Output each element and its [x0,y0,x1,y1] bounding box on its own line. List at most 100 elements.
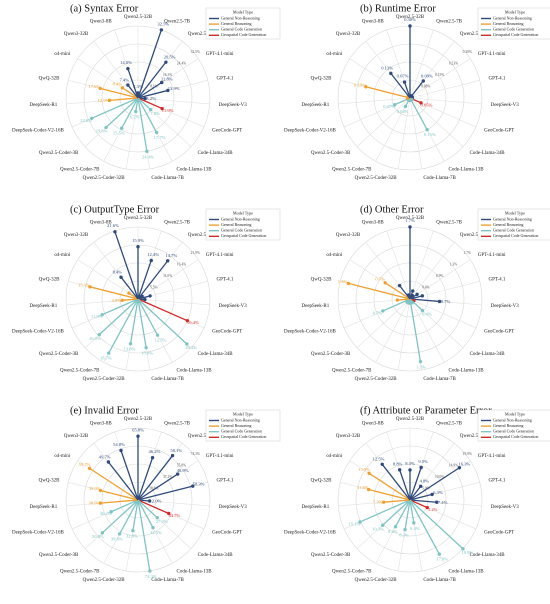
category-label: GPT-4.1 [217,478,234,483]
data-spoke [137,298,188,322]
category-label: GeoCode-GPT [212,330,242,335]
data-label: 32.5% [157,21,169,26]
data-point [408,24,412,28]
category-label: DeepSeek-Coder-V2-16B [284,330,336,335]
grid-spoke [409,298,477,329]
data-label: 30.2% [100,511,112,516]
data-point [98,86,102,91]
data-spoke [137,89,169,99]
category-label: GPT-4.1 [217,277,234,282]
category-label: Qwen3-8B [90,221,113,226]
data-point [434,500,439,504]
data-label: 32.5% [150,530,162,535]
category-label: Qwen2.5-Coder-7B [332,569,372,574]
data-label: 19.9% [461,550,473,555]
data-spoke [359,499,411,523]
category-label: DeepSeek-Coder-V2-16B [12,129,64,134]
category-label: GPT-4.1 [217,76,234,81]
data-label: 0.19% [354,82,366,87]
category-label: DeepSeek-Coder-V2-16B [284,531,336,536]
data-point [100,313,104,317]
category-label: Code-Llama-13B [449,569,485,574]
data-spoke [384,282,411,300]
data-spoke [107,461,139,501]
category-label: Qwen2.5-3B [460,434,486,439]
data-point [437,552,441,556]
data-spoke [98,298,139,336]
ring-label: 10.0% [435,475,444,479]
data-point [393,525,398,529]
grid-spoke [375,97,411,162]
category-label: Qwen3-8B [90,422,113,427]
data-point [127,291,131,295]
data-label: 58.1% [170,448,182,453]
grid-spoke [349,58,411,99]
data-point [113,230,117,234]
category-label: Qwen2.5-Coder-3B [311,352,351,357]
data-label: 32.0% [126,534,138,539]
data-label: 74.3% [145,574,157,579]
category-label: GeoCode-GPT [212,129,242,134]
data-spoke [383,499,411,503]
data-label: 6.3% [433,490,443,495]
grid-spoke [375,298,411,363]
data-spoke [110,499,139,513]
data-point [397,283,402,288]
data-spoke [382,298,411,312]
data-point [412,521,416,525]
data-point [107,351,111,355]
data-point [117,532,122,536]
category-label: o4-mini [54,253,70,258]
ring-label: 18.6% [149,486,158,490]
data-spoke [89,286,139,300]
data-spoke [382,499,411,526]
category-label: DeepSeek-R1 [29,304,57,309]
data-spoke [122,298,139,301]
ring-label: 0.4% [422,285,430,289]
data-label: 8.4% [113,82,123,87]
ring-label: 14.9% [449,463,458,467]
data-point [143,297,147,302]
data-point [420,294,425,298]
data-spoke [137,499,170,515]
panel-title: (e) Invalid Error [70,405,139,416]
data-label: 0.30% [404,17,416,22]
data-spoke [119,499,139,535]
data-label: 17.6% [88,84,100,89]
category-label: Qwen2.5-Coder-7B [60,368,100,373]
legend-title: Model Type [233,210,253,215]
data-point [408,468,412,472]
category-label: o4-mini [326,454,342,459]
category-label: DeepSeek-R1 [29,505,57,510]
category-label: Qwen3-32B [336,32,361,37]
data-label: 0.7% [375,277,385,282]
data-label: 59.7% [79,462,91,467]
data-spoke [137,499,154,529]
data-point [87,466,92,471]
category-label: DeepSeek-Coder-V2-16B [12,531,64,536]
category-label: Code-Llama-13B [177,167,213,172]
data-point [403,104,408,109]
data-spoke [132,499,139,531]
data-spoke [91,97,139,119]
data-spoke [105,97,139,128]
data-label: 12.4% [147,252,159,257]
data-point [170,453,175,458]
data-point [461,547,465,551]
data-spoke [409,485,422,501]
data-point [381,500,386,504]
data-label: 54.0% [113,442,125,447]
category-label: Qwen3-32B [336,434,361,439]
data-label: 0.4% [422,312,432,317]
category-label: QwQ-32B [39,76,60,81]
data-point [185,318,190,323]
data-point [389,71,393,76]
category-label: Qwen2.5-Coder-3B [39,151,79,156]
data-point [98,488,103,493]
ring-label: 19.9% [463,452,472,456]
